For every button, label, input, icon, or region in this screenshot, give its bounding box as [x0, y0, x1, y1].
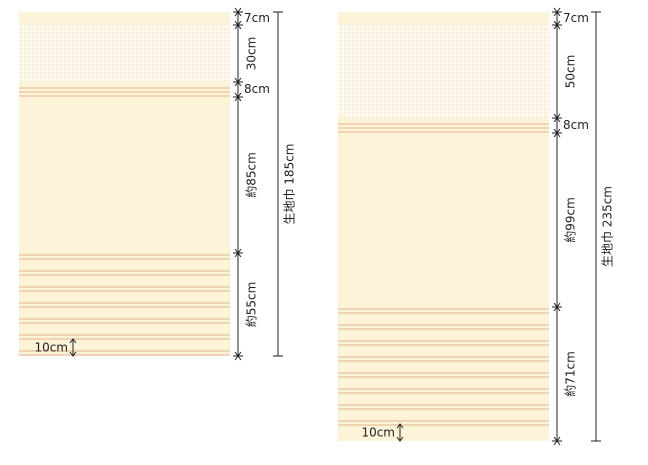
arrow: [553, 113, 561, 123]
arrow: [234, 7, 242, 17]
label: 50cm: [564, 55, 578, 89]
arrow: [69, 338, 77, 357]
arrow: [234, 351, 242, 361]
arrow: [553, 436, 561, 446]
hem-label: 10cm: [361, 426, 395, 440]
label: 8cm: [563, 118, 589, 132]
label: 約99cm: [563, 197, 578, 243]
label: 30cm: [245, 37, 259, 71]
arrow: [553, 302, 561, 312]
hem-label: 10cm: [34, 341, 68, 355]
arrow: [553, 20, 561, 30]
arrow: [234, 248, 242, 258]
arrow: [234, 77, 242, 87]
arrow: [553, 7, 561, 17]
arrow: [553, 128, 561, 138]
pattern-area: [19, 25, 230, 82]
arrow: [234, 92, 242, 102]
label: 約85cm: [244, 152, 259, 198]
arrow: [396, 423, 404, 442]
pattern-area: [338, 25, 549, 118]
total-label: 生地巾 185cm: [283, 143, 297, 224]
label: 8cm: [244, 82, 270, 96]
arrow: [234, 20, 242, 30]
panel: 7cm 8cm 30cm 約85cm 約55cm 生地巾 185cm 10cm: [19, 7, 297, 361]
label: 7cm: [563, 11, 589, 25]
panel: 7cm 8cm 50cm 約99cm 約71cm 生地巾 235cm 10cm: [338, 7, 615, 446]
total-label: 生地巾 235cm: [601, 186, 615, 267]
label: 7cm: [244, 11, 270, 25]
label: 約71cm: [563, 351, 578, 397]
label: 約55cm: [244, 282, 259, 328]
